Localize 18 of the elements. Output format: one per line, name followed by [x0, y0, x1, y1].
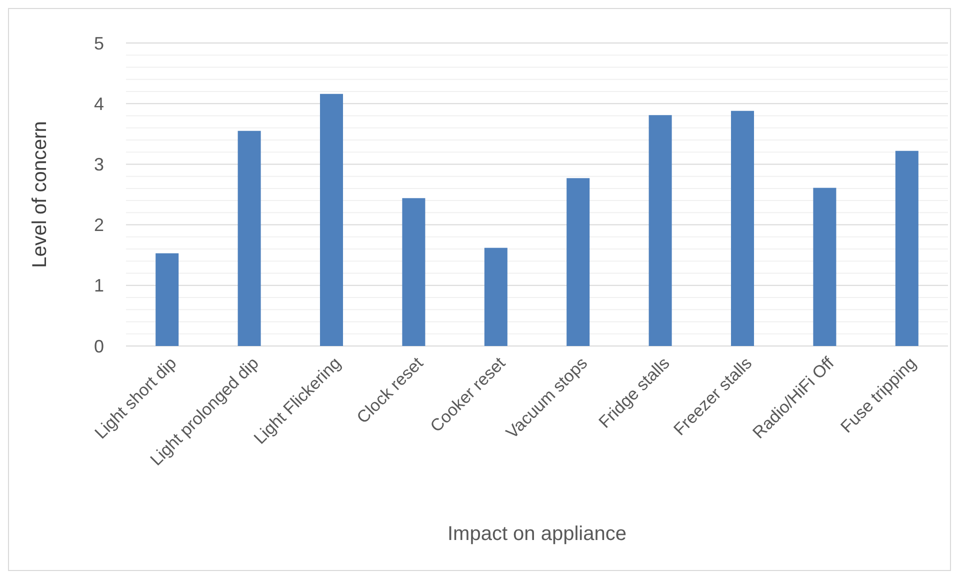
y-tick-label: 3 — [94, 154, 104, 174]
y-tick-label: 0 — [94, 336, 104, 356]
bar — [648, 115, 672, 346]
bar — [320, 94, 344, 346]
bar — [895, 150, 918, 346]
bar — [156, 253, 179, 346]
y-tick-label: 5 — [94, 33, 104, 54]
bar — [484, 248, 508, 346]
x-axis-title: Impact on appliance — [447, 523, 627, 545]
bar — [238, 130, 261, 346]
y-tick-label: 1 — [94, 276, 104, 296]
y-axis-title: Level of concern — [29, 121, 51, 268]
bar — [566, 178, 590, 346]
bar — [402, 198, 426, 346]
y-tick-label: 4 — [94, 94, 104, 114]
bar — [730, 110, 754, 346]
y-tick-label: 2 — [94, 215, 104, 236]
bar — [813, 188, 836, 346]
